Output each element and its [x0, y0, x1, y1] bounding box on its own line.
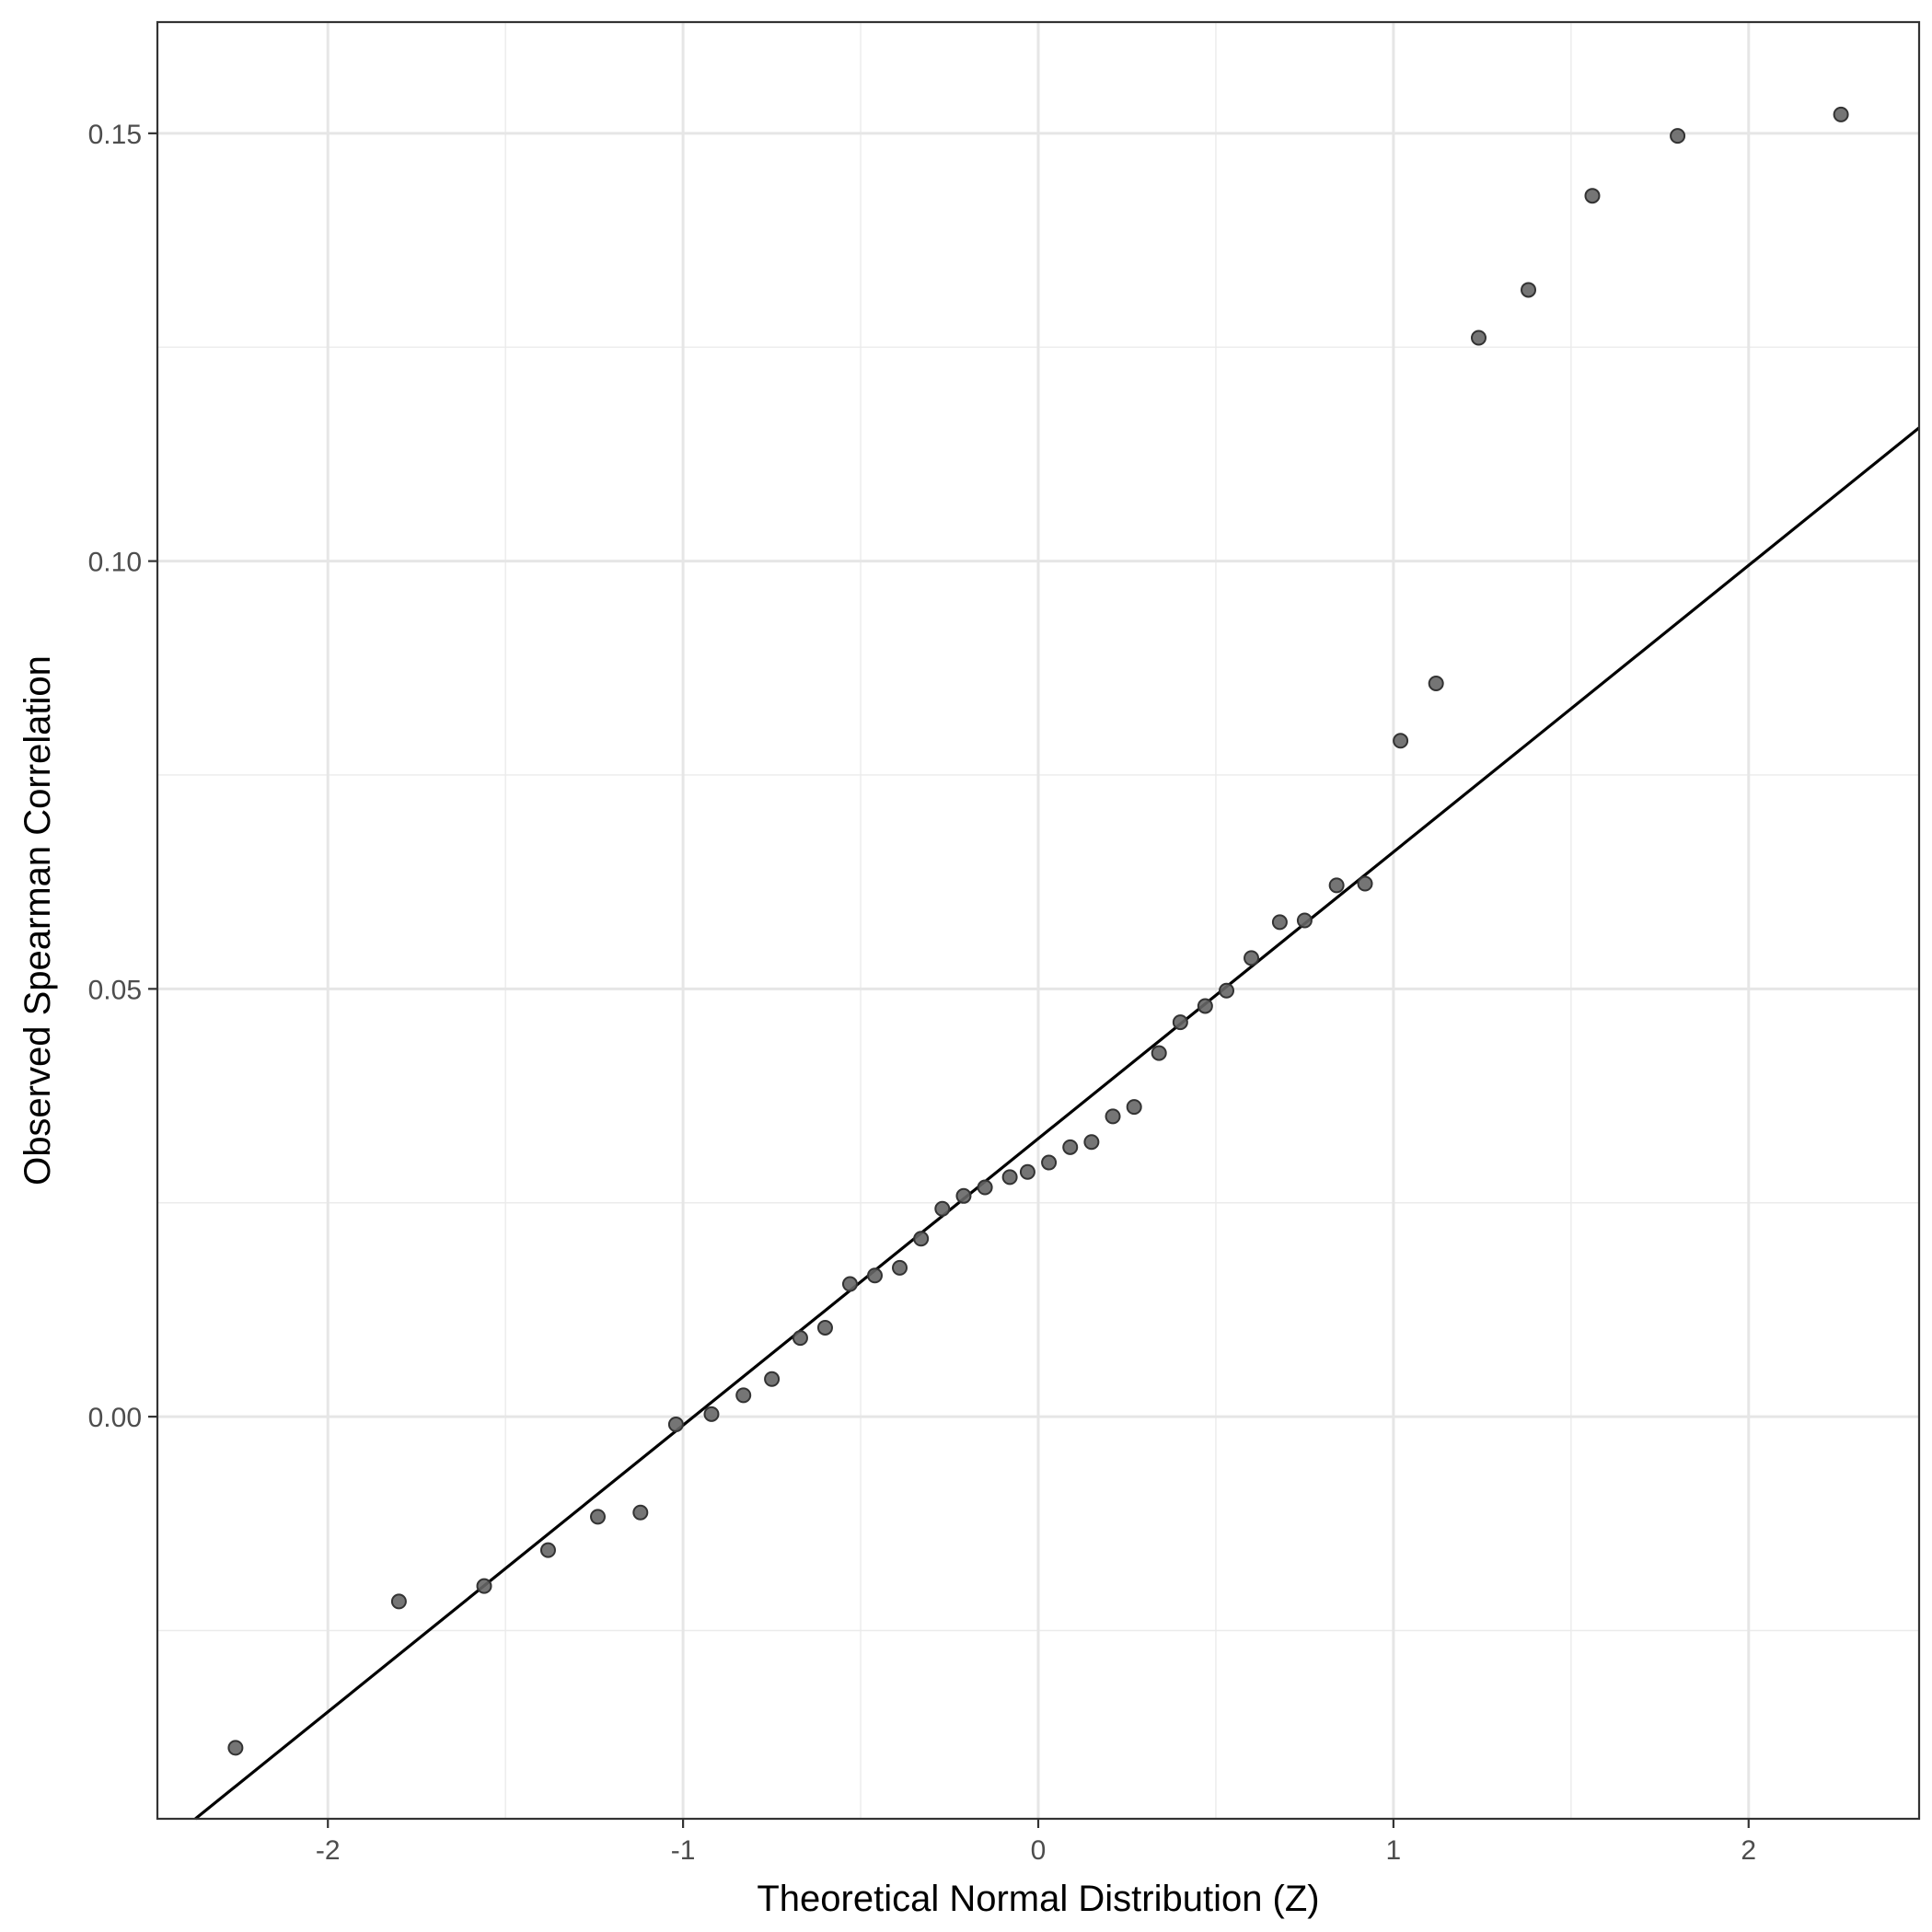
data-point	[1197, 998, 1213, 1014]
data-point	[934, 1200, 951, 1217]
data-point	[841, 1276, 858, 1292]
data-point	[1357, 875, 1373, 892]
data-point	[590, 1509, 606, 1525]
data-point	[1083, 1134, 1100, 1151]
data-point	[632, 1504, 649, 1521]
data-point	[1219, 982, 1235, 999]
x-tick-label: -1	[671, 1835, 696, 1866]
data-point	[816, 1319, 833, 1336]
y-axis-title: Observed Spearman Correlation	[17, 655, 58, 1186]
data-point	[1062, 1139, 1079, 1155]
x-tick-label: 0	[1031, 1835, 1047, 1866]
data-point	[1428, 676, 1444, 692]
data-point	[1471, 330, 1487, 346]
data-point	[476, 1578, 492, 1594]
data-point	[1019, 1163, 1035, 1180]
data-point	[1105, 1108, 1121, 1125]
data-point	[955, 1187, 972, 1204]
data-point	[227, 1740, 244, 1756]
data-point	[1521, 282, 1537, 298]
data-point	[1001, 1169, 1018, 1186]
data-point	[792, 1330, 808, 1347]
data-point	[1041, 1154, 1058, 1171]
data-point	[1172, 1014, 1188, 1031]
data-point	[703, 1406, 720, 1422]
data-point	[735, 1387, 752, 1404]
data-points	[227, 106, 1849, 1756]
x-axis-title: Theoretical Normal Distribution (Z)	[757, 1879, 1319, 1919]
data-point	[1393, 733, 1409, 749]
data-point	[1833, 106, 1849, 122]
data-point	[1126, 1099, 1142, 1116]
data-point	[1584, 188, 1601, 204]
data-point	[764, 1371, 781, 1387]
x-tick-label: -2	[316, 1835, 341, 1866]
data-point	[866, 1267, 883, 1284]
data-point	[1328, 877, 1345, 894]
data-point	[1271, 914, 1288, 931]
x-tick-label: 1	[1386, 1835, 1402, 1866]
y-tick-label: 0.05	[88, 975, 142, 1005]
data-point	[892, 1259, 908, 1276]
y-tick-label: 0.00	[88, 1403, 142, 1433]
data-point	[539, 1542, 556, 1558]
data-point	[913, 1231, 930, 1247]
data-point	[667, 1416, 684, 1432]
y-axis-ticks: 0.00 0.05 0.10 0.15	[88, 120, 157, 1433]
y-tick-label: 0.15	[88, 120, 142, 150]
data-point	[1670, 128, 1686, 145]
x-tick-label: 2	[1741, 1835, 1756, 1866]
major-gridlines	[157, 22, 1919, 1819]
y-tick-label: 0.10	[88, 548, 142, 578]
data-point	[1244, 950, 1260, 966]
data-point	[1151, 1045, 1167, 1061]
data-point	[1296, 912, 1313, 929]
x-axis-ticks: -2 -1 0 1 2	[316, 1819, 1756, 1866]
data-point	[390, 1593, 407, 1610]
data-point	[977, 1179, 993, 1196]
